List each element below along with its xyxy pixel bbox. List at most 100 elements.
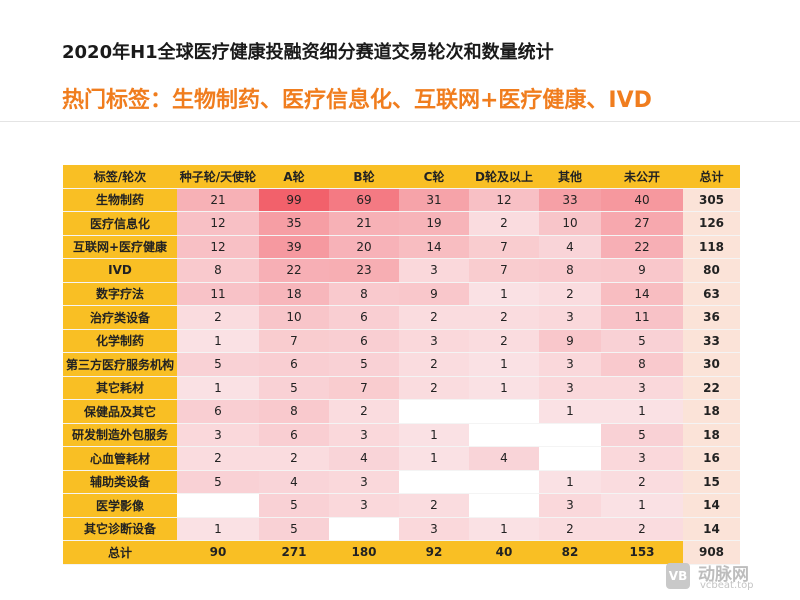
row-total-cell: 16 xyxy=(683,446,740,471)
column-header: 总计 xyxy=(683,165,740,189)
column-total-cell: 153 xyxy=(601,540,683,565)
table-cell: 2 xyxy=(399,376,469,400)
table-cell: 3 xyxy=(399,329,469,353)
row-total-cell: 63 xyxy=(683,282,740,306)
table-cell: 2 xyxy=(469,211,539,236)
table-row: IVD 8 22 23 3 7 8 9 80 xyxy=(63,258,740,283)
table-cell: 18 xyxy=(259,282,329,306)
table-cell: 4 xyxy=(469,446,539,471)
table-cell: 2 xyxy=(329,399,399,424)
row-total-cell: 18 xyxy=(683,423,740,447)
table-cell: 19 xyxy=(399,211,469,236)
table-row: 互联网+医疗健康 12 39 20 14 7 4 22 118 xyxy=(63,235,740,259)
table-cell: 4 xyxy=(259,470,329,494)
table-cell: 14 xyxy=(601,282,683,306)
table-cell: 1 xyxy=(177,517,259,541)
table-cell: 8 xyxy=(329,282,399,306)
row-label: 其它诊断设备 xyxy=(63,517,177,541)
table-cell: 5 xyxy=(259,376,329,400)
row-total-cell: 126 xyxy=(683,211,740,236)
column-total-cell: 82 xyxy=(539,540,601,565)
table-cell: 5 xyxy=(259,517,329,541)
table-row: 保健品及其它 6 8 2 1 1 18 xyxy=(63,399,740,424)
table-cell: 39 xyxy=(259,235,329,259)
table-cell: 8 xyxy=(259,399,329,424)
table-cell: 99 xyxy=(259,188,329,212)
row-total-cell: 14 xyxy=(683,517,740,541)
row-total-cell: 305 xyxy=(683,188,740,212)
table-row: 辅助类设备 5 4 3 1 2 15 xyxy=(63,470,740,494)
page-title: 2020年H1全球医疗健康投融资细分赛道交易轮次和数量统计 xyxy=(62,42,554,63)
table-cell: 1 xyxy=(539,399,601,424)
table-cell xyxy=(469,470,539,494)
total-row-label: 总计 xyxy=(63,540,177,565)
table-cell: 8 xyxy=(177,258,259,283)
table-cell: 5 xyxy=(177,470,259,494)
table-cell: 3 xyxy=(539,305,601,330)
column-total-cell: 271 xyxy=(259,540,329,565)
row-label: IVD xyxy=(63,258,177,283)
table-cell: 35 xyxy=(259,211,329,236)
table-cell: 20 xyxy=(329,235,399,259)
table-cell: 7 xyxy=(469,235,539,259)
column-header: B轮 xyxy=(329,165,399,189)
table-cell: 12 xyxy=(469,188,539,212)
row-total-cell: 80 xyxy=(683,258,740,283)
column-header: A轮 xyxy=(259,165,329,189)
table-cell: 2 xyxy=(177,305,259,330)
table-cell: 6 xyxy=(329,329,399,353)
row-label: 其它耗材 xyxy=(63,376,177,400)
grand-total-cell: 908 xyxy=(683,540,740,565)
table-cell: 1 xyxy=(469,352,539,377)
table-cell: 6 xyxy=(329,305,399,330)
table-row: 化学制药 1 7 6 3 2 9 5 33 xyxy=(63,329,740,353)
table-cell: 31 xyxy=(399,188,469,212)
table-cell: 2 xyxy=(177,446,259,471)
table-cell: 6 xyxy=(259,423,329,447)
table-cell: 3 xyxy=(539,376,601,400)
table-cell: 3 xyxy=(329,423,399,447)
table-row: 医学影像 5 3 2 3 1 14 xyxy=(63,493,740,518)
column-total-cell: 40 xyxy=(469,540,539,565)
column-total-cell: 90 xyxy=(177,540,259,565)
table-cell: 22 xyxy=(259,258,329,283)
table-cell: 9 xyxy=(539,329,601,353)
table-cell: 2 xyxy=(399,352,469,377)
brand-name: 动脉网 xyxy=(698,565,749,585)
row-total-cell: 18 xyxy=(683,399,740,424)
table-cell: 1 xyxy=(601,399,683,424)
table-cell: 9 xyxy=(601,258,683,283)
column-total-cell: 92 xyxy=(399,540,469,565)
table-cell: 6 xyxy=(259,352,329,377)
row-label: 治疗类设备 xyxy=(63,305,177,330)
table-cell: 3 xyxy=(539,352,601,377)
row-label: 保健品及其它 xyxy=(63,399,177,424)
row-label: 心血管耗材 xyxy=(63,446,177,471)
table-cell: 2 xyxy=(601,517,683,541)
table-cell: 10 xyxy=(539,211,601,236)
table-cell xyxy=(177,493,259,518)
table-cell: 1 xyxy=(399,423,469,447)
table-row: 医疗信息化 12 35 21 19 2 10 27 126 xyxy=(63,211,740,236)
column-header: D轮及以上 xyxy=(469,165,539,189)
table-cell: 2 xyxy=(539,517,601,541)
table-cell: 3 xyxy=(539,493,601,518)
row-total-cell: 36 xyxy=(683,305,740,330)
table-cell: 3 xyxy=(329,470,399,494)
table-cell: 1 xyxy=(399,446,469,471)
row-label: 研发制造外包服务 xyxy=(63,423,177,447)
brand-logo: VB 动脉网 vcbeat.top xyxy=(666,560,792,594)
table-cell: 4 xyxy=(539,235,601,259)
row-label: 互联网+医疗健康 xyxy=(63,235,177,259)
table-row: 心血管耗材 2 2 4 1 4 3 16 xyxy=(63,446,740,471)
hot-tags-subtitle: 热门标签：生物制药、医疗信息化、互联网+医疗健康、IVD xyxy=(62,88,652,113)
table-total-row: 总计 90 271 180 92 40 82 153 908 xyxy=(63,540,740,565)
table-cell: 3 xyxy=(329,493,399,518)
row-total-cell: 30 xyxy=(683,352,740,377)
table-cell: 14 xyxy=(399,235,469,259)
table-cell: 6 xyxy=(177,399,259,424)
row-label: 数字疗法 xyxy=(63,282,177,306)
table-cell: 3 xyxy=(177,423,259,447)
header-corner-label: 标签/轮次 xyxy=(63,165,177,189)
table-cell: 1 xyxy=(469,376,539,400)
